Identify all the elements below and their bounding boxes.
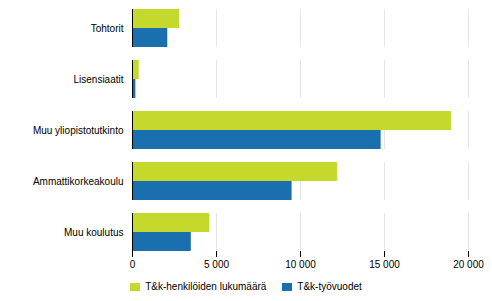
svg-text:Muu koulutus: Muu koulutus [64,227,123,238]
svg-text:0: 0 [130,259,136,270]
svg-text:20 000: 20 000 [453,259,484,270]
svg-text:5 000: 5 000 [204,259,229,270]
svg-text:10 000: 10 000 [285,259,316,270]
svg-text:Tohtorit: Tohtorit [91,23,124,34]
svg-text:Ammattikorkeakoulu: Ammattikorkeakoulu [33,176,124,187]
html-text:T&k-henkilöiden lukumäärä: T&k-henkilöiden lukumäärä [145,281,267,292]
html-text:T&k-työvuodet: T&k-työvuodet [297,281,362,292]
svg-text:Muu yliopistotutkinto: Muu yliopistotutkinto [33,125,124,136]
svg-text:Lisensiaatit: Lisensiaatit [73,74,123,85]
svg-text:15 000: 15 000 [369,259,400,270]
